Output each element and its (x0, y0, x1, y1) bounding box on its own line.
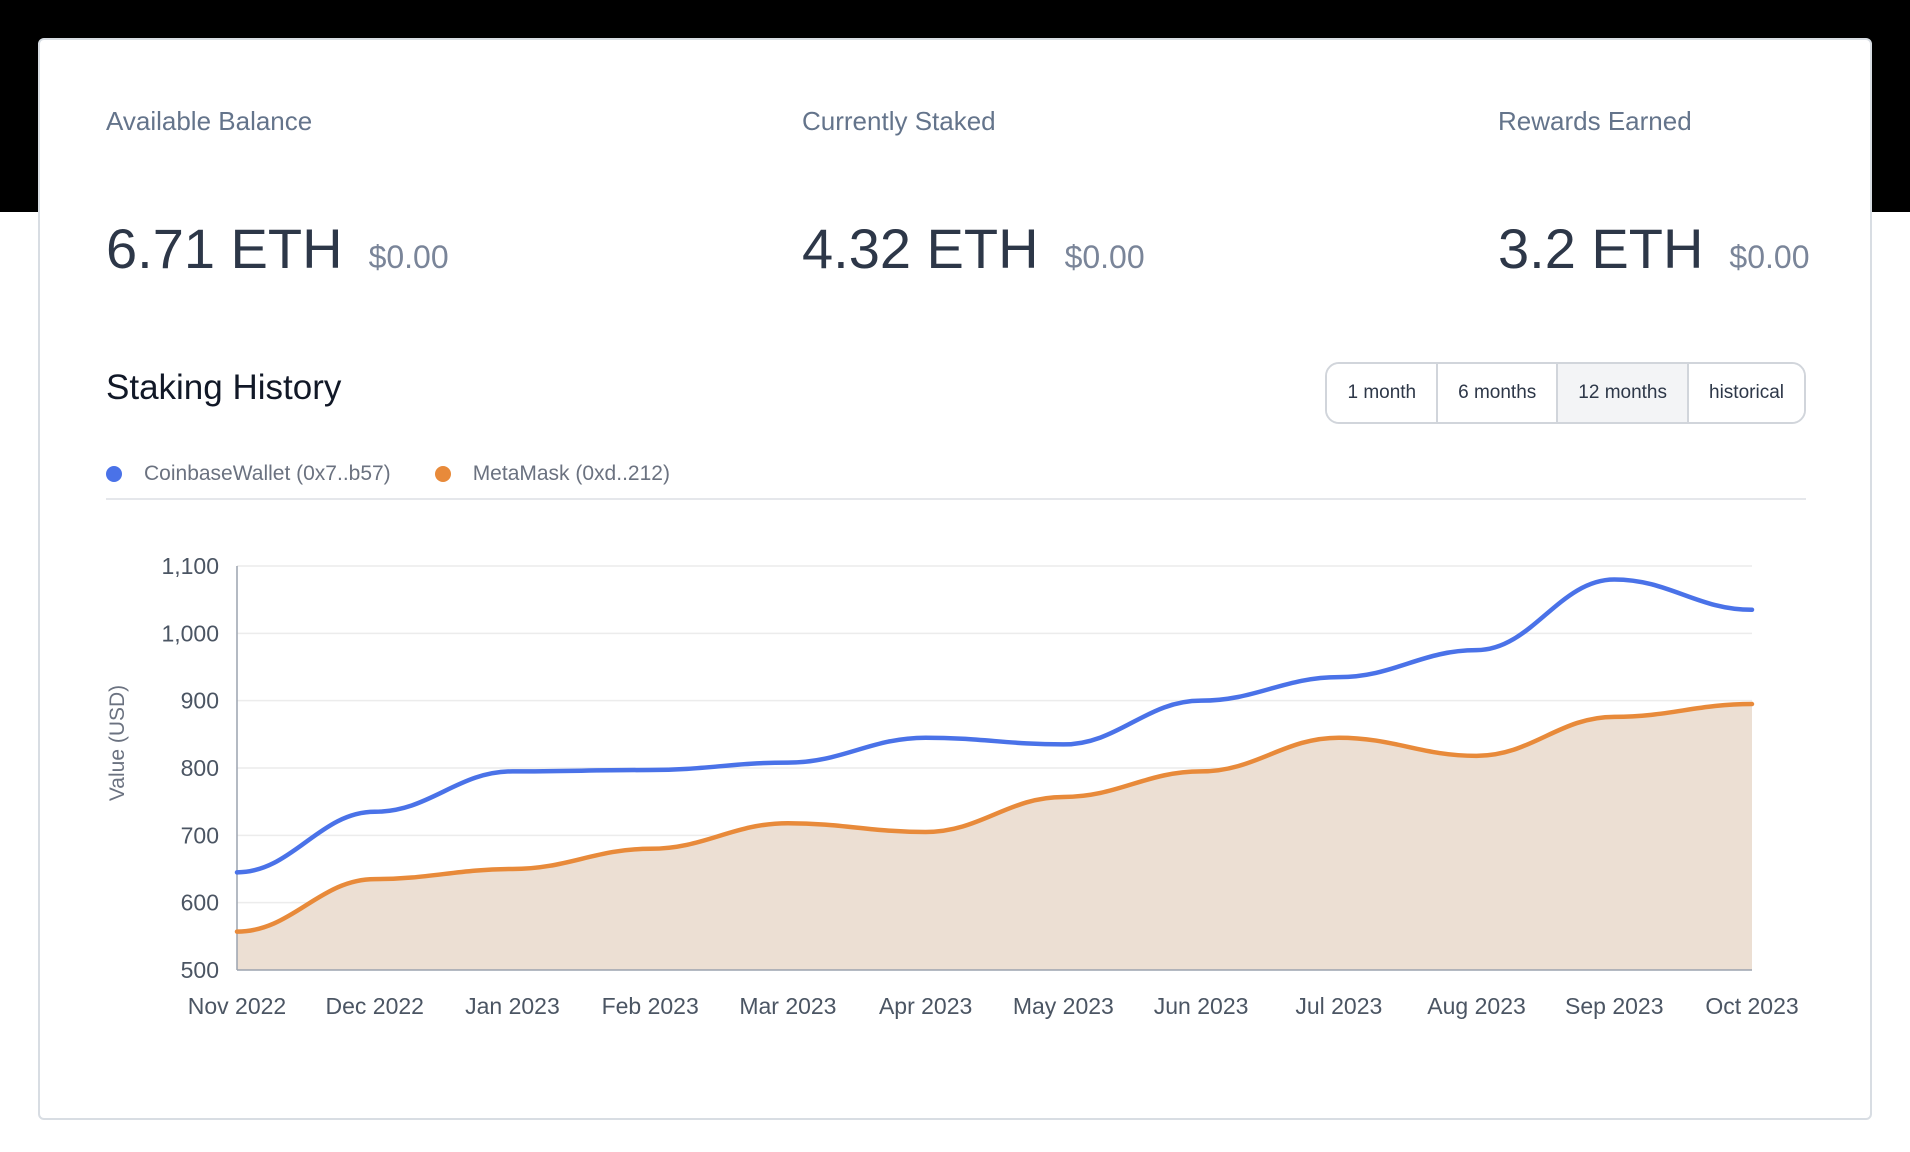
section-title: Staking History (106, 368, 342, 407)
y-tick-label: 600 (181, 890, 219, 916)
section-divider (106, 498, 1806, 500)
staking-history-chart: 500 600 700 800 900 1,000 1,100 Nov 2022 Dec 202… (106, 553, 1799, 1019)
time-range-selector: 1 month 6 months 12 months historical (1325, 362, 1806, 424)
stat-fiat-value: $0.00 (368, 239, 449, 275)
x-tick-label: Feb 2023 (602, 993, 699, 1019)
stat-value: 4.32 ETH (802, 217, 1039, 280)
y-tick-label: 700 (181, 822, 219, 848)
series-line-1 (234, 701, 1755, 934)
stat-available-balance: Available Balance 6.71 ETH $0.00 (106, 106, 449, 280)
range-12-months-button[interactable]: 12 months (1558, 364, 1690, 422)
x-tick-label: Aug 2023 (1427, 993, 1525, 1019)
stat-rewards-earned: Rewards Earned 3.2 ETH $0.00 (1498, 106, 1809, 280)
chart-axes (236, 566, 1752, 971)
chart-lines (234, 577, 1755, 934)
series-area-1 (237, 704, 1752, 970)
legend-dot (106, 466, 122, 482)
x-tick-label: Sep 2023 (1565, 993, 1663, 1019)
x-tick-label: Jul 2023 (1295, 993, 1382, 1019)
legend-item-coinbase: CoinbaseWallet (0x7..b57) (106, 462, 391, 486)
stat-fiat-value: $0.00 (1729, 239, 1810, 275)
stat-label: Rewards Earned (1498, 106, 1692, 136)
y-tick-label: 800 (181, 755, 219, 781)
chart-tick-labels: 500 600 700 800 900 1,000 1,100 Nov 2022 Dec 202… (161, 553, 1798, 1019)
stat-label: Currently Staked (802, 106, 996, 136)
stat-value: 3.2 ETH (1498, 217, 1704, 280)
stat-fiat-value: $0.00 (1064, 239, 1145, 275)
y-tick-label: 1,000 (161, 620, 219, 646)
x-tick-label: Dec 2022 (325, 993, 423, 1019)
chart-legend: CoinbaseWallet (0x7..b57) MetaMask (0xd.… (106, 462, 714, 486)
x-tick-label: Jun 2023 (1154, 993, 1249, 1019)
x-tick-label: May 2023 (1013, 993, 1114, 1019)
y-tick-label: 500 (181, 957, 219, 983)
y-tick-label: 900 (181, 688, 219, 714)
x-tick-label: Mar 2023 (739, 993, 836, 1019)
chart-areas (237, 704, 1752, 970)
staking-dashboard-card: Available Balance 6.71 ETH $0.00 Current… (38, 38, 1872, 1120)
x-tick-label: Oct 2023 (1705, 993, 1798, 1019)
x-tick-label: Jan 2023 (465, 993, 560, 1019)
range-historical-button[interactable]: historical (1689, 364, 1804, 422)
y-axis-title: Value (USD) (106, 685, 129, 801)
range-6-months-button[interactable]: 6 months (1438, 364, 1559, 422)
stat-currently-staked: Currently Staked 4.32 ETH $0.00 (802, 106, 1145, 280)
stat-label: Available Balance (106, 106, 313, 136)
legend-dot (434, 466, 451, 482)
legend-item-metamask: MetaMask (0xd..212) (434, 462, 670, 486)
series-line-0 (234, 577, 1755, 875)
stat-value: 6.71 ETH (106, 217, 343, 280)
x-tick-label: Apr 2023 (879, 993, 972, 1019)
legend-label: MetaMask (0xd..212) (472, 462, 670, 485)
y-tick-label: 1,100 (161, 553, 219, 579)
x-tick-label: Nov 2022 (188, 993, 286, 1019)
legend-label: CoinbaseWallet (0x7..b57) (144, 462, 391, 485)
range-1-month-button[interactable]: 1 month (1327, 364, 1439, 422)
